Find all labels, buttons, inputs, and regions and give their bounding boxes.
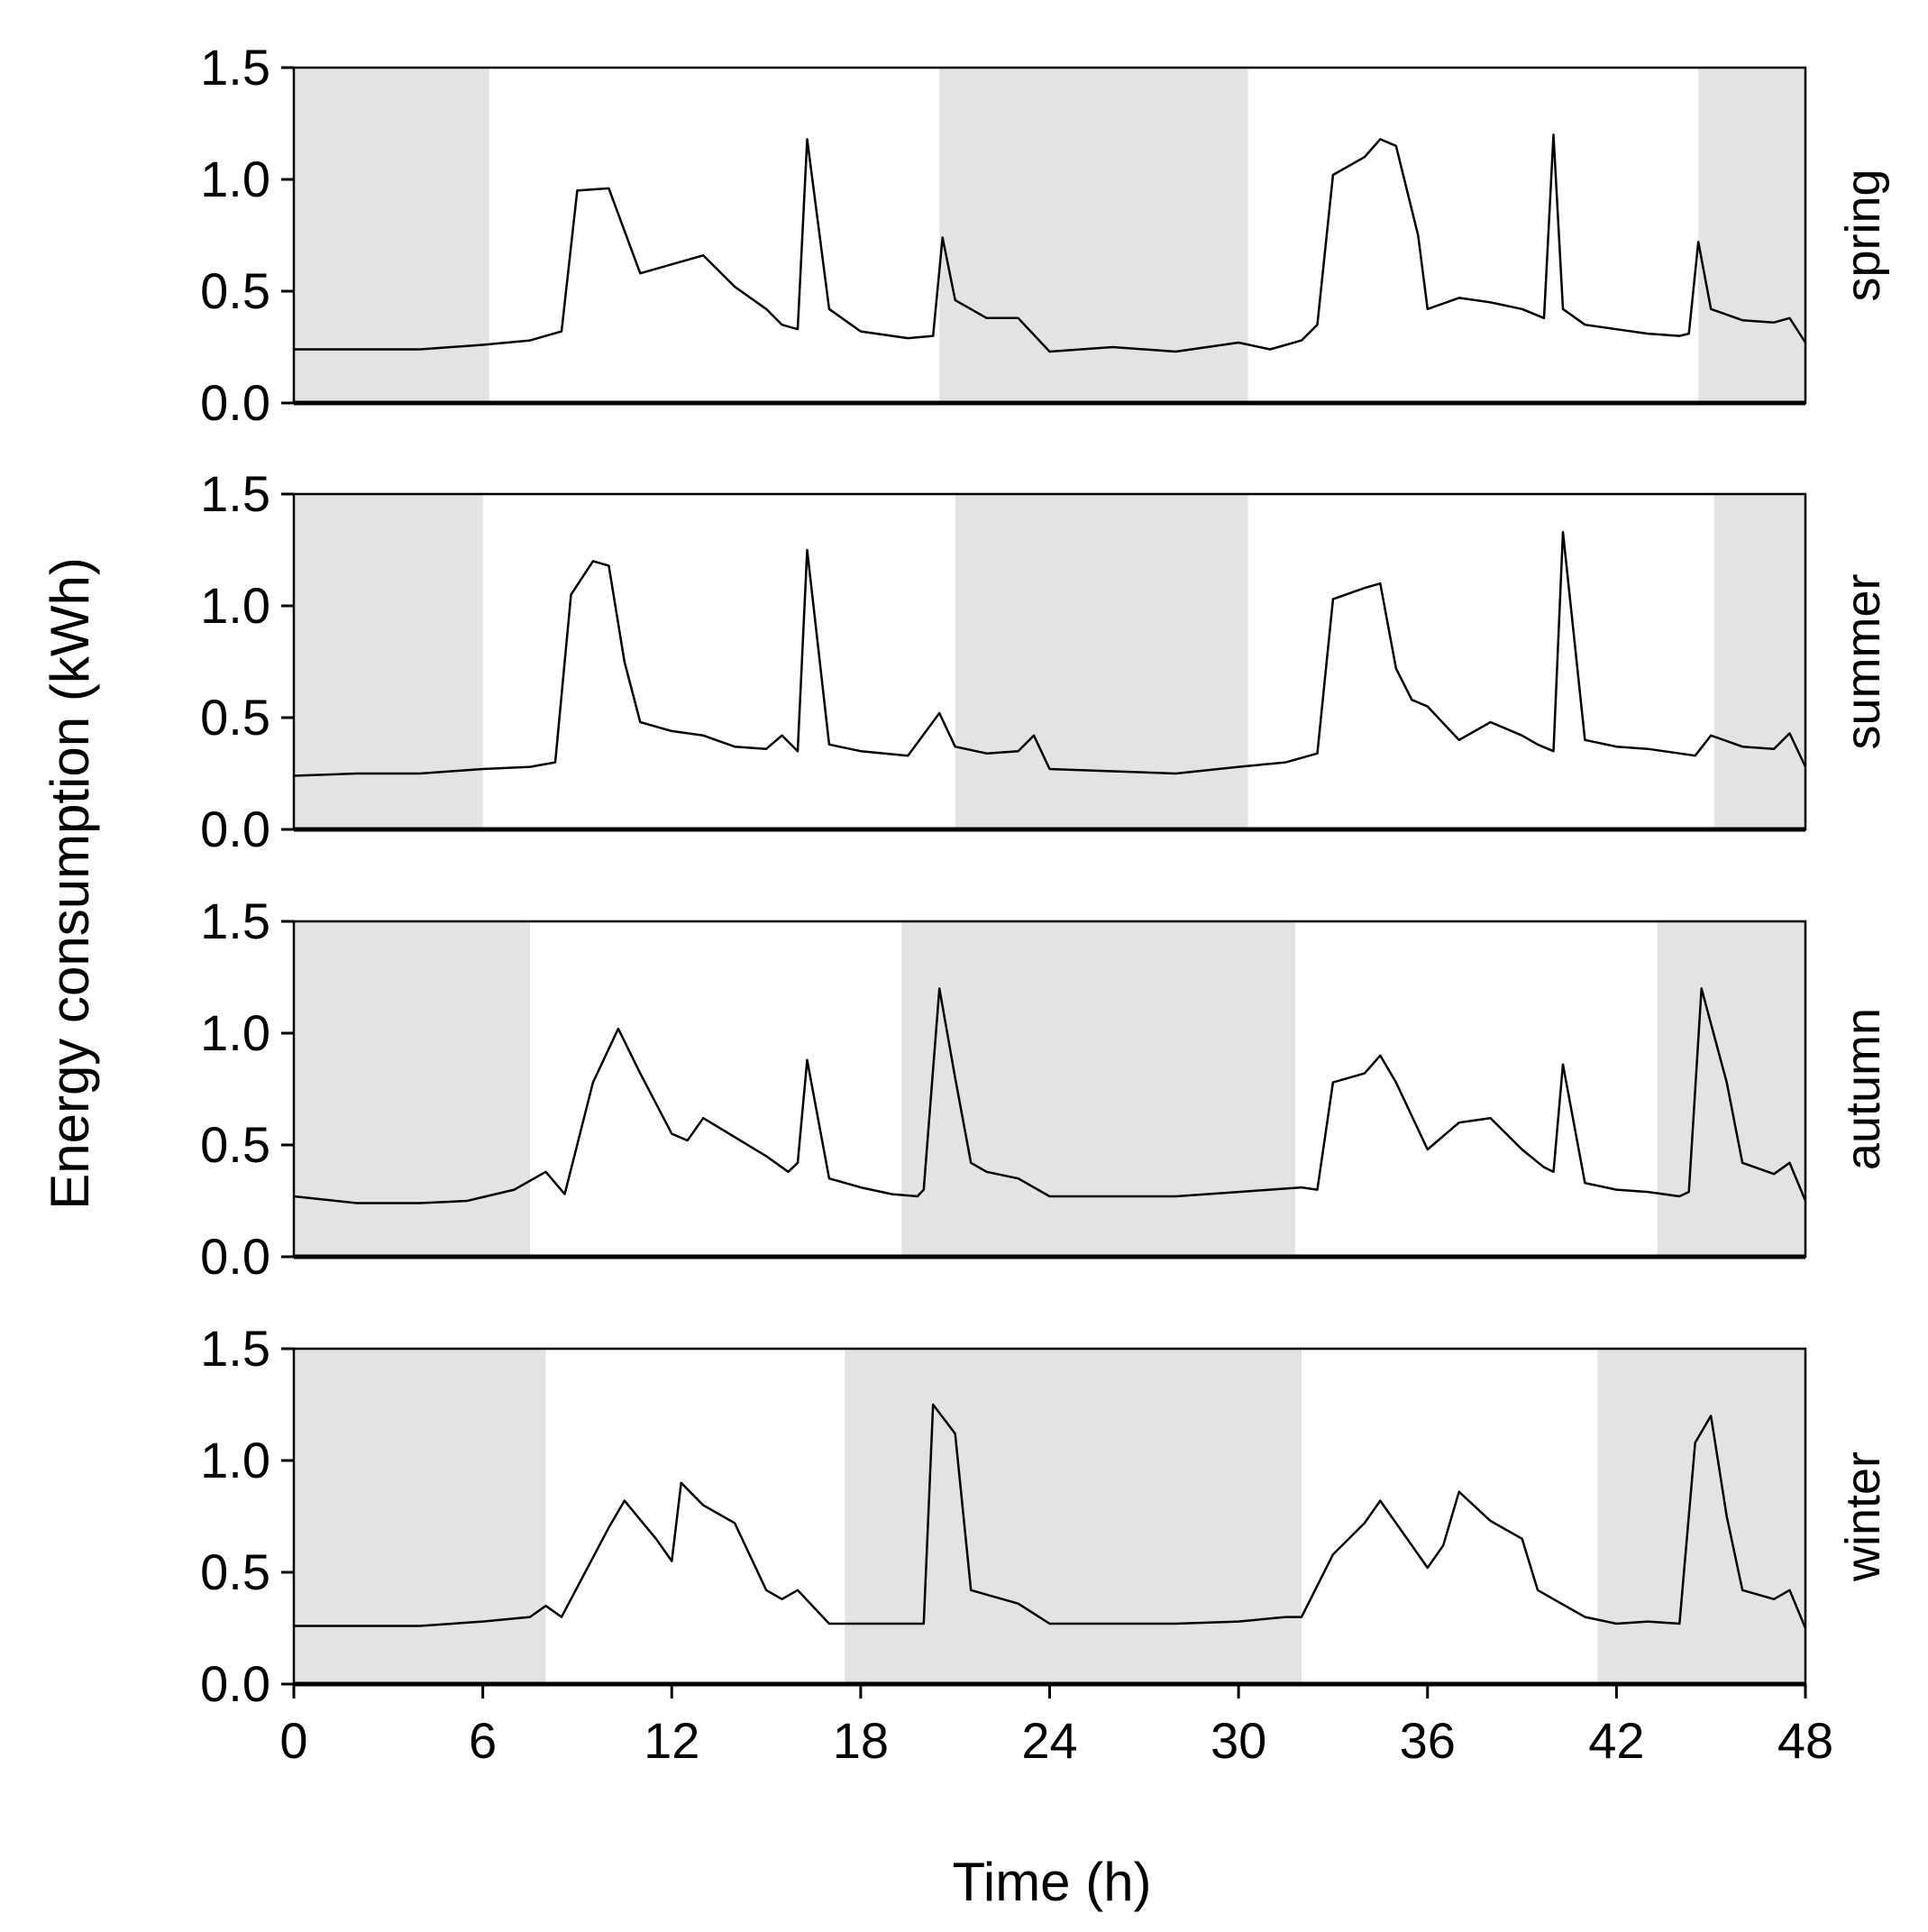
night-band-summer-2 — [1713, 494, 1805, 829]
panel-summer: 0.0 0.5 1.0 1.5 summer — [200, 465, 1890, 857]
series-line-autumn — [293, 987, 1807, 1204]
x-tick-label: 0 — [279, 1712, 307, 1769]
panel-autumn: 0.0 0.5 1.0 1.5 autumn — [200, 893, 1890, 1285]
series-line-spring — [294, 133, 1807, 353]
x-tick-label: 48 — [1777, 1712, 1833, 1769]
panel-spring: 0.0 0.5 1.0 1.5 spring — [200, 39, 1890, 431]
y-tick-label: 1.5 — [200, 465, 270, 522]
night-band-summer-0 — [294, 494, 483, 829]
series-line-winter — [294, 1403, 1807, 1629]
x-tick-label: 42 — [1588, 1712, 1644, 1769]
y-tick-label: 0.0 — [200, 1228, 270, 1285]
night-band-spring-0 — [294, 68, 489, 403]
night-band-spring-1 — [939, 68, 1248, 403]
night-band-winter-2 — [1597, 1349, 1805, 1684]
night-band-summer-1 — [955, 494, 1248, 829]
facet-label-spring: spring — [1836, 169, 1890, 301]
y-tick-label: 1.0 — [200, 151, 270, 207]
night-band-winter-0 — [294, 1349, 546, 1684]
panels-layer: 0.00.51.01.5spring0.00.51.01.5summer0.00… — [200, 39, 1890, 1712]
x-tick-label: 30 — [1211, 1712, 1266, 1769]
x-tick-label: 24 — [1021, 1712, 1077, 1769]
night-band-autumn-2 — [1657, 921, 1805, 1257]
y-tick-label: 1.5 — [200, 1320, 270, 1377]
y-tick-label: 1.5 — [200, 39, 270, 96]
x-tick-label: 12 — [644, 1712, 699, 1769]
panel-winter: 0.0 0.5 1.0 1.5 winter — [200, 1320, 1890, 1712]
facet-label-summer: summer — [1836, 573, 1890, 749]
y-tick-label: 1.0 — [200, 577, 270, 634]
x-axis-title: Time (h) — [952, 1852, 1151, 1912]
y-tick-label: 0.0 — [200, 1655, 270, 1712]
night-band-autumn-1 — [901, 921, 1296, 1257]
night-band-autumn-0 — [294, 921, 531, 1257]
series-line-summer — [293, 530, 1807, 777]
y-tick-label: 0.0 — [200, 801, 270, 857]
y-tick-label: 0.5 — [200, 262, 270, 319]
y-tick-label: 1.0 — [200, 1432, 270, 1488]
facet-label-autumn: autumn — [1836, 1008, 1890, 1170]
x-tick-label: 18 — [833, 1712, 889, 1769]
x-axis: 0 6 12 18 24 30 36 42 48 — [279, 1684, 1833, 1769]
y-tick-label: 0.5 — [200, 689, 270, 746]
night-band-winter-1 — [845, 1349, 1302, 1684]
y-tick-label: 1.5 — [200, 893, 270, 949]
y-tick-label: 0.5 — [200, 1543, 270, 1600]
night-band-spring-2 — [1698, 68, 1805, 403]
x-tick-label: 36 — [1400, 1712, 1456, 1769]
y-tick-label: 0.0 — [200, 374, 270, 431]
y-tick-label: 0.5 — [200, 1116, 270, 1173]
y-axis-title: Energy consumption (kWh) — [40, 557, 100, 1210]
facet-label-winter: winter — [1836, 1451, 1890, 1582]
y-tick-label: 1.0 — [200, 1004, 270, 1061]
x-tick-label: 6 — [469, 1712, 497, 1769]
